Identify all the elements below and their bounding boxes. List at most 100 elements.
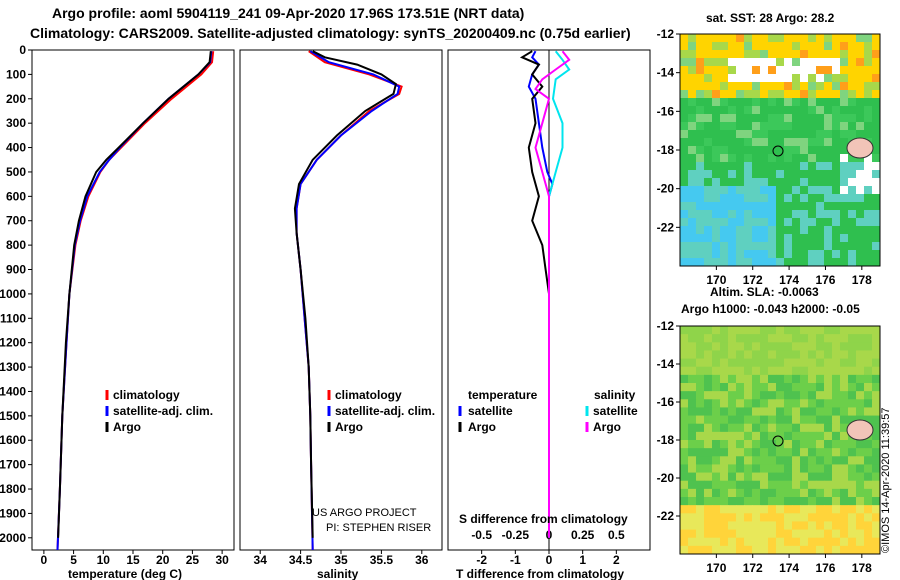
sst-cell [840, 114, 849, 123]
sla-cell [848, 350, 857, 359]
sst-cell [680, 138, 689, 147]
sst-cell [848, 242, 857, 251]
sla-cell [720, 505, 729, 514]
sst-cell [760, 90, 769, 99]
sst-cell [864, 106, 873, 115]
sst-cell [840, 138, 849, 147]
sst-cell [680, 242, 689, 251]
salinity-panel: 34 34.5 35 35.5 36 salinity climatology sate… [239, 49, 443, 580]
sla-cell [840, 488, 849, 498]
sst-cell [728, 234, 737, 243]
sst-cell [680, 170, 689, 179]
sst-cell [800, 114, 809, 123]
sst-cell [776, 138, 785, 147]
sla-cell [704, 513, 713, 522]
sla-cell [784, 391, 793, 400]
sst-cell [744, 202, 753, 211]
sst-cell [744, 250, 753, 259]
sst-cell [768, 34, 777, 43]
sst-cell [808, 138, 817, 147]
sla-cell [776, 513, 785, 522]
sla-cell [808, 480, 817, 490]
sla-cell [768, 366, 777, 376]
sla-cell [872, 480, 881, 490]
sst-cell [744, 170, 753, 179]
sst-cell [744, 90, 753, 99]
sla-cell [752, 472, 761, 482]
sst-cell [688, 122, 697, 131]
sla-cell [856, 383, 865, 392]
sla-cell [712, 545, 721, 555]
sst-cell [800, 146, 809, 155]
sst-cell [688, 34, 697, 43]
sla-cell [712, 513, 721, 522]
sla-cell [768, 350, 777, 359]
sst-cell [832, 74, 841, 83]
sst-cell [864, 234, 873, 243]
sla-cell [744, 505, 753, 514]
sla-cell [760, 342, 769, 351]
sla-cell [816, 415, 825, 425]
sla-cell [736, 521, 745, 530]
sla-cell [752, 480, 761, 490]
sla-cell [824, 342, 833, 351]
sst-cell [728, 146, 737, 155]
sst-cell [792, 138, 801, 147]
sst-cell [736, 66, 745, 75]
sla-cell [736, 464, 745, 473]
sla-cell [680, 505, 689, 514]
sla-cell [856, 521, 865, 530]
temperature-legend: climatology satellite-adj. clim. Argo [105, 388, 213, 434]
sst-cell [696, 210, 705, 219]
sst-cell [856, 122, 865, 131]
sla-cell [728, 366, 737, 376]
sst-cell [864, 74, 873, 83]
sst-cell [784, 194, 793, 203]
sst-cell [824, 58, 833, 67]
sst-cell [712, 210, 721, 219]
sla-cell [712, 431, 721, 441]
sla-cell [832, 448, 841, 457]
sla-cell [832, 383, 841, 392]
sla-cell [840, 529, 849, 539]
sla-cell [824, 350, 833, 359]
sst-cell [680, 258, 689, 267]
sst-cell [800, 50, 809, 59]
sst-cell [840, 82, 849, 91]
sla-cell [752, 529, 761, 539]
sst-cell [784, 242, 793, 251]
sst-cell [872, 226, 881, 235]
sla-cell [720, 440, 729, 449]
sst-cell [704, 210, 713, 219]
sst-cell [856, 114, 865, 123]
sla-cell [760, 374, 769, 384]
sla-cell [800, 391, 809, 400]
sla-cell [808, 334, 817, 343]
sla-cell [728, 537, 737, 547]
sla-cell [848, 383, 857, 392]
sst-cell [808, 74, 817, 83]
sla-cell [752, 545, 761, 555]
sla-cell [832, 391, 841, 400]
sla-cell [696, 334, 705, 343]
sla-cell [784, 488, 793, 498]
sla-cell [824, 383, 833, 392]
sla-cell [840, 521, 849, 530]
sst-cell [776, 242, 785, 251]
sla-cell [688, 480, 697, 490]
sla-cell [696, 383, 705, 392]
sla-cell [824, 513, 833, 522]
sla-cell [792, 521, 801, 530]
sla-cell [840, 399, 849, 408]
sst-cell [784, 98, 793, 107]
sla-cell [776, 529, 785, 539]
sla-cell [760, 480, 769, 490]
sst-cell [744, 210, 753, 219]
salinity-x-axis: 34 34.5 35 35.5 36 [254, 550, 429, 567]
sst-cell [832, 106, 841, 115]
sla-cell [736, 326, 745, 335]
sla-cell [872, 529, 881, 539]
sst-cell [680, 234, 689, 243]
sst-cell [776, 114, 785, 123]
